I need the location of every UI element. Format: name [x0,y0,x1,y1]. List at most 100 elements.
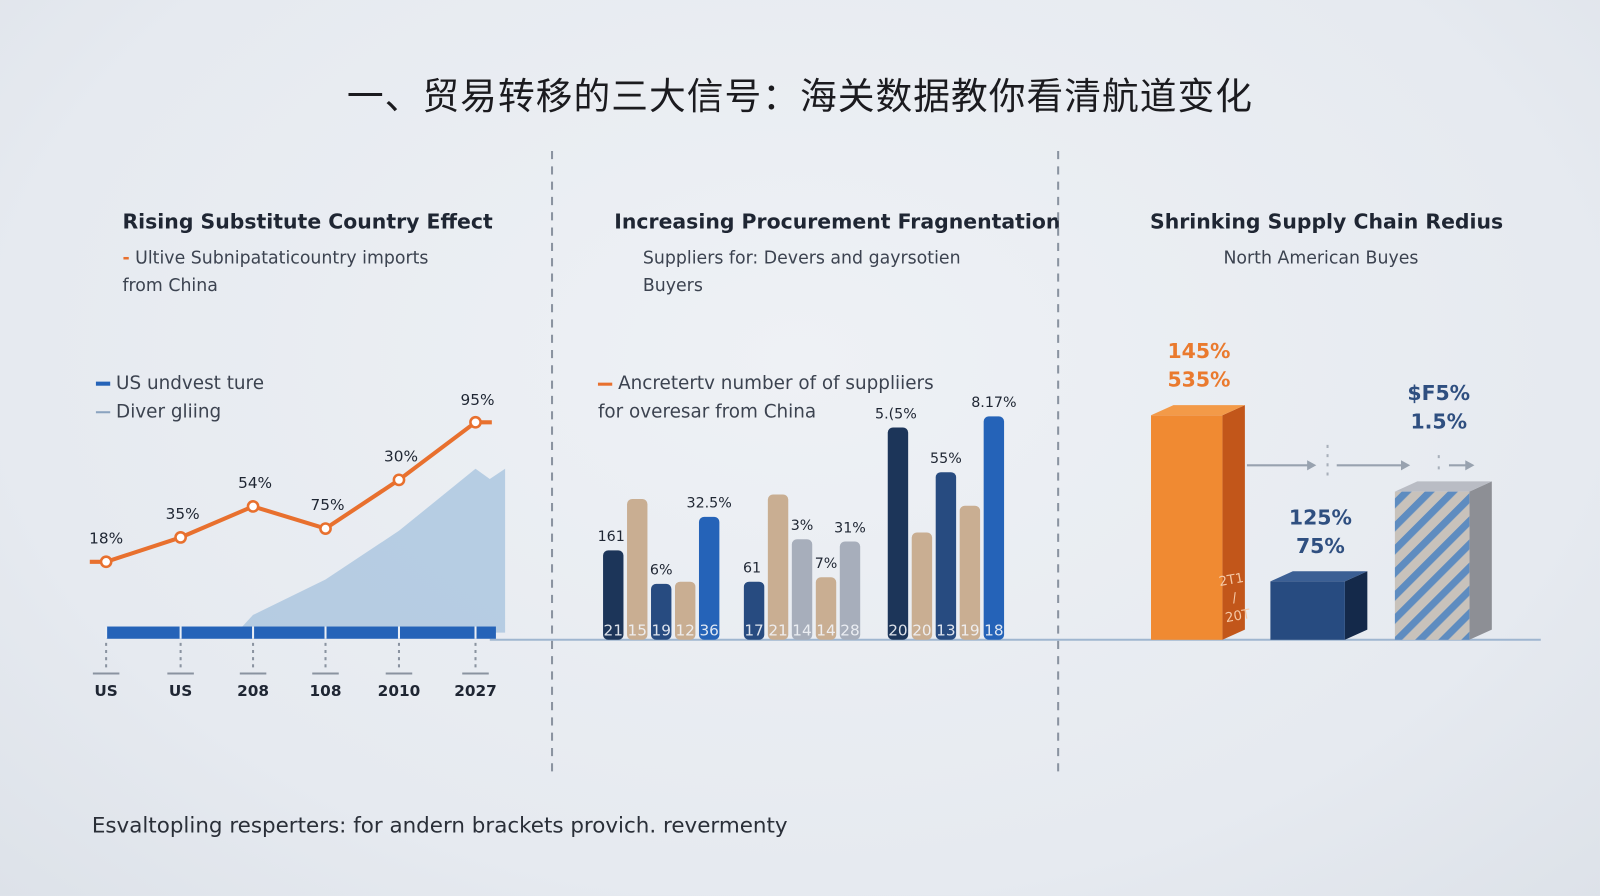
line-series [89,420,492,564]
page-title: 一、贸易转移的三大信号：海关数据教你看清航道变化 [346,76,1254,119]
legend-label: for overesar from China [597,401,817,423]
data-point [99,555,113,569]
axis-band [106,626,496,639]
bar [651,583,672,640]
light-legend-swatch [95,411,111,414]
data-label: 54% [238,474,272,492]
bar-label: 535% [1167,368,1230,392]
panel1-subtitle: - Ultive Subnipataticountry imports from… [122,245,428,300]
bar-top-label: 6% [650,563,673,579]
blue-legend-swatch [95,381,111,386]
bar-label: 1.5% [1410,410,1467,434]
bar [839,541,861,640]
bar [983,416,1005,640]
x-tick-label: 2010 [378,682,421,700]
bar-top [1151,405,1245,416]
data-label: 30% [384,447,418,465]
orange-dash-icon: - [122,247,130,269]
bar-base-label: 19 [651,622,670,640]
data-label: 35% [166,505,200,523]
data-point [246,500,260,513]
legend-label: US undvest ture [116,372,265,394]
bar-top-label: 161 [598,529,625,545]
bar-base-label: 17 [744,622,763,640]
bar-label: 125% [1289,505,1352,529]
x-tick-label: 2027 [454,682,497,700]
area-series [168,468,506,633]
panel2-subtitle-line1: Suppliers for: Devers and gayrsotien [642,247,961,269]
arrow-icon [1307,460,1317,471]
bar-base-label: 28 [840,622,859,640]
bar-label: 145% [1167,339,1230,363]
panel1-legend: US undvest ture Diver gliing [95,369,265,427]
arrow-icon [1401,460,1411,471]
bar [1394,491,1470,640]
legend-item: Diver gliing [95,398,264,427]
panel1-subtitle-line1: Ultive Subnipataticountry imports [135,247,429,269]
bar [603,550,624,640]
bar-base-label: 14 [816,622,835,640]
bar-base-label: 21 [604,622,623,640]
bar-top-label: 5.(5% [875,406,917,422]
data-point [469,415,482,429]
panel2-legend: Ancretertv number of of suppliiers for o… [597,369,934,426]
x-tick-label: 108 [310,682,342,700]
bar-top-label: 32.5% [687,496,732,512]
data-point [392,473,406,487]
x-tick-label: US [94,682,117,700]
panel3-title: Shrinking Supply Chain Redius [1149,209,1504,234]
bar [911,532,933,640]
x-tick-label: 208 [237,682,269,700]
panel1-title: Rising Substitute Country Effect [122,209,493,234]
panel1-subtitle-line2: from China [122,275,218,296]
bar-base-label: 18 [984,622,1003,640]
bar-base-label: 13 [936,622,955,640]
panel2-title: Increasing Procurement Fragnentation [614,209,1061,234]
bar [743,581,765,640]
bar [935,472,957,640]
orange-legend-swatch [597,382,613,386]
bar-side [1344,571,1368,640]
data-label: 75% [311,496,345,514]
panel3-subtitle: North American Buyes [1223,247,1419,269]
bar [1151,415,1223,640]
bar-top [1394,481,1492,492]
bar [698,516,720,640]
bar-side [1222,405,1245,640]
bar-base-label: 14 [792,622,811,640]
data-point [174,531,187,544]
bar [767,494,789,640]
bar [627,499,648,640]
bar [674,581,696,640]
bar-base-label: 19 [960,622,979,640]
bar-base-label: 20 [912,622,931,640]
bar-base-label: 36 [699,622,718,640]
data-label: 18% [89,529,123,547]
bar-top [1270,571,1368,582]
bar-top-label: 31% [834,520,866,536]
data-label: 95% [461,391,495,409]
bar [815,577,837,640]
legend-label: Ancretertv number of of suppliiers [618,372,934,394]
bar-top-label: 61 [743,561,761,577]
x-tick-label: US [169,682,192,700]
bar-top-label: 55% [930,451,962,467]
bar [959,505,981,640]
bar-base-label: 12 [675,622,694,640]
bar-base-label: 20 [888,622,907,640]
bar-base-label: 15 [628,622,647,640]
bar-base-label: 21 [768,622,787,640]
data-point [319,522,332,535]
legend-item: US undvest ture [95,369,265,398]
bar-top-label: 8.17% [971,395,1016,411]
bar-label: 75% [1296,534,1345,558]
bar-top-label: 7% [815,556,838,572]
bar-top-label: 3% [791,518,814,534]
bar [1270,581,1345,640]
panel2-subtitle-line2: Buyers [642,275,703,296]
footer-note: Esvaltopling resperters: for andern brac… [91,813,788,838]
legend-label: Diver gliing [116,401,222,423]
bar-side [1469,481,1492,640]
